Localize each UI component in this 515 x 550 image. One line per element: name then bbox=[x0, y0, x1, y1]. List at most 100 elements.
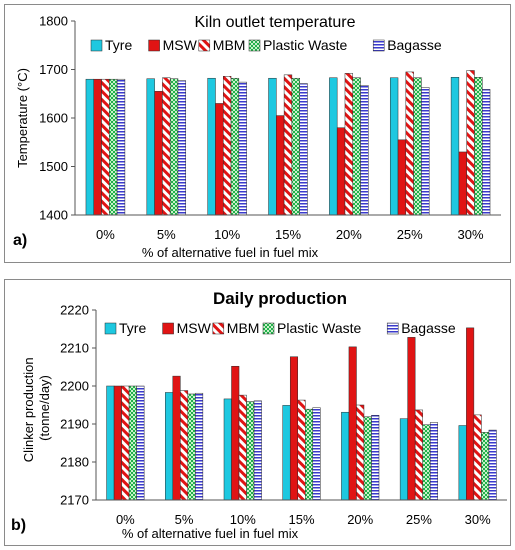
bar-bagasse-20 bbox=[371, 415, 380, 501]
bar-mbm-5 bbox=[180, 390, 189, 501]
bar-bagasse-30 bbox=[482, 89, 491, 216]
bar-bagasse-0 bbox=[116, 78, 126, 216]
bar-msw-20 bbox=[348, 346, 357, 501]
x-tick-label: 0% bbox=[116, 512, 135, 527]
x-tick-label: 5% bbox=[175, 512, 194, 527]
chart-a-xlabel: % of alternative fuel in fuel mix bbox=[142, 245, 319, 260]
legend-label-plastic-waste: Plastic Waste bbox=[277, 320, 361, 336]
bar-tyre-0 bbox=[106, 385, 115, 501]
bar-msw-10 bbox=[231, 365, 240, 501]
bar-tyre-0 bbox=[85, 78, 94, 216]
legend-swatch-bagasse bbox=[386, 322, 399, 335]
legend-swatch-tyre bbox=[104, 322, 117, 335]
bar-bagasse-30 bbox=[488, 429, 497, 501]
bar-mbm-0 bbox=[101, 78, 110, 216]
bar-tyre-20 bbox=[341, 411, 350, 501]
chart-b-panel-label: b) bbox=[11, 517, 26, 534]
bar-plastic-waste-30 bbox=[481, 432, 490, 501]
bar-plastic-waste-0 bbox=[128, 385, 137, 501]
bar-tyre-15 bbox=[282, 405, 291, 501]
bar-tyre-5 bbox=[165, 392, 174, 501]
chart-b-svg: Daily production Tyre MSW MBM Plastic Waste… bbox=[11, 289, 507, 541]
bar-bagasse-0 bbox=[136, 385, 145, 501]
legend-label-msw: MSW bbox=[163, 37, 198, 53]
legend-swatch-msw bbox=[148, 39, 160, 52]
bar-bagasse-5 bbox=[195, 392, 204, 501]
bar-tyre-10 bbox=[207, 77, 216, 216]
bar-msw-5 bbox=[172, 375, 181, 501]
bar-mbm-5 bbox=[162, 77, 171, 216]
chart-b-bars bbox=[106, 327, 497, 501]
x-tick-label: 10% bbox=[230, 512, 256, 527]
bar-bagasse-15 bbox=[312, 407, 321, 501]
bar-mbm-30 bbox=[473, 414, 482, 501]
x-tick-label: 30% bbox=[465, 512, 491, 527]
chart-a-legend: Tyre MSW MBM Plastic Waste Bagasse bbox=[90, 37, 442, 53]
bar-plastic-waste-10 bbox=[246, 401, 255, 501]
y-tick-label: 1600 bbox=[39, 111, 68, 126]
bar-plastic-waste-20 bbox=[352, 77, 361, 216]
legend-label-bagasse: Bagasse bbox=[387, 37, 442, 53]
chart-b-ylabel: Clinker production (tonne/day) bbox=[21, 354, 52, 462]
bar-mbm-25 bbox=[405, 71, 414, 216]
y-tick-label: 1400 bbox=[39, 208, 68, 223]
bar-plastic-waste-5 bbox=[169, 78, 179, 216]
bar-mbm-30 bbox=[466, 70, 475, 216]
x-tick-label: 20% bbox=[347, 512, 373, 527]
chart-b-y-ticks: 2170 2180 2190 2200 2210 2220 bbox=[60, 303, 96, 508]
legend-label-plastic-waste: Plastic Waste bbox=[263, 37, 347, 53]
bar-plastic-waste-30 bbox=[474, 77, 483, 216]
bar-tyre-15 bbox=[268, 77, 277, 216]
chart-a-svg: Kiln outlet temperature Tyre MSW MBM Plasti… bbox=[13, 14, 501, 260]
chart-a-title: Kiln outlet temperature bbox=[195, 14, 356, 31]
chart-b-ylabel-line-2: (tonne/day) bbox=[37, 375, 52, 441]
bar-bagasse-10 bbox=[253, 400, 262, 501]
x-tick-label: 30% bbox=[458, 227, 484, 242]
chart-a-ylabel: Temperature (°C) bbox=[15, 68, 30, 168]
bar-mbm-15 bbox=[297, 399, 306, 501]
chart-a-panel-label: a) bbox=[13, 232, 27, 249]
bar-tyre-5 bbox=[146, 78, 155, 216]
legend-label-mbm: MBM bbox=[227, 320, 260, 336]
y-tick-label: 2200 bbox=[60, 379, 89, 394]
chart-b-x-tick-labels: 0% 5% 10% 15% 20% 25% 30% bbox=[116, 512, 491, 527]
chart-b-title: Daily production bbox=[213, 289, 347, 308]
bar-bagasse-25 bbox=[421, 87, 430, 216]
y-tick-label: 2220 bbox=[60, 303, 89, 318]
bar-plastic-waste-15 bbox=[305, 408, 314, 501]
bar-plastic-waste-20 bbox=[363, 416, 372, 501]
y-tick-label: 2180 bbox=[60, 455, 89, 470]
bar-mbm-20 bbox=[356, 404, 365, 501]
bar-msw-10 bbox=[215, 103, 224, 216]
bar-tyre-20 bbox=[329, 77, 338, 216]
chart-a-bars bbox=[85, 70, 491, 216]
bar-msw-30 bbox=[458, 151, 467, 216]
chart-b-ylabel-line-1: Clinker production bbox=[21, 357, 36, 462]
bar-bagasse-15 bbox=[299, 83, 308, 216]
bar-msw-0 bbox=[113, 385, 122, 501]
bar-mbm-25 bbox=[414, 409, 423, 501]
bar-plastic-waste-25 bbox=[422, 424, 431, 501]
legend-label-msw: MSW bbox=[177, 320, 212, 336]
bar-tyre-25 bbox=[399, 418, 408, 501]
bar-mbm-15 bbox=[283, 74, 293, 216]
chart-panel-b: Daily production Tyre MSW MBM Plastic Waste… bbox=[4, 279, 511, 546]
bar-plastic-waste-25 bbox=[413, 77, 422, 216]
bar-msw-15 bbox=[276, 115, 285, 216]
x-tick-label: 15% bbox=[288, 512, 314, 527]
bar-plastic-waste-5 bbox=[187, 393, 196, 501]
y-tick-label: 1500 bbox=[39, 159, 68, 174]
x-tick-label: 0% bbox=[96, 227, 115, 242]
bar-bagasse-20 bbox=[360, 85, 369, 216]
x-tick-label: 5% bbox=[157, 227, 176, 242]
bar-msw-0 bbox=[93, 78, 102, 216]
bar-bagasse-25 bbox=[429, 422, 438, 501]
x-tick-label: 10% bbox=[214, 227, 240, 242]
bar-msw-5 bbox=[154, 91, 163, 216]
bar-plastic-waste-10 bbox=[230, 77, 240, 216]
chart-b-xlabel: % of alternative fuel in fuel mix bbox=[122, 526, 299, 541]
bar-msw-15 bbox=[289, 356, 298, 501]
legend-label-tyre: Tyre bbox=[105, 37, 132, 53]
legend-label-bagasse: Bagasse bbox=[401, 320, 456, 336]
